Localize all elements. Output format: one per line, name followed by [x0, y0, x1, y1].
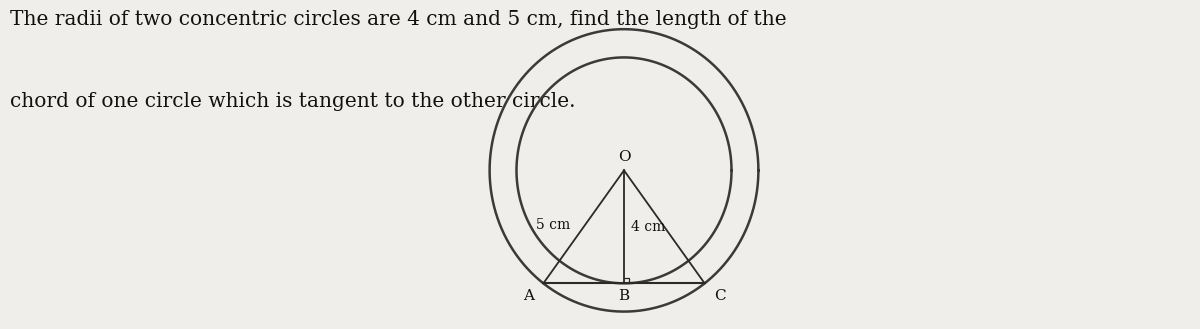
Text: chord of one circle which is tangent to the other circle.: chord of one circle which is tangent to …	[10, 92, 575, 111]
Text: C: C	[714, 289, 726, 303]
Text: 5 cm: 5 cm	[536, 218, 571, 233]
Text: The radii of two concentric circles are 4 cm and 5 cm, find the length of the: The radii of two concentric circles are …	[10, 10, 786, 29]
Text: B: B	[618, 289, 630, 303]
Text: 4 cm: 4 cm	[631, 220, 665, 234]
Text: O: O	[618, 150, 631, 164]
Text: A: A	[523, 289, 534, 303]
